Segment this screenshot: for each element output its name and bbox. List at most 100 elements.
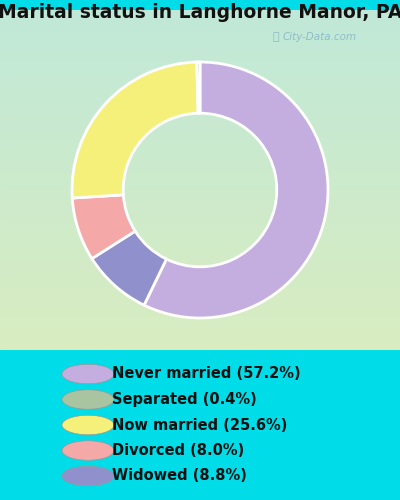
Bar xyxy=(0,170,400,172)
Bar xyxy=(0,253,400,255)
Bar xyxy=(0,260,400,262)
Circle shape xyxy=(62,441,114,460)
Bar xyxy=(0,334,400,336)
Bar xyxy=(0,320,400,321)
Bar xyxy=(0,200,400,202)
Bar xyxy=(0,224,400,226)
Bar xyxy=(0,44,400,46)
Bar xyxy=(0,151,400,153)
Bar xyxy=(0,184,400,185)
Bar xyxy=(0,282,400,284)
Bar xyxy=(0,134,400,136)
Bar xyxy=(0,62,400,64)
Bar xyxy=(0,241,400,243)
Bar xyxy=(0,187,400,188)
Bar xyxy=(0,228,400,230)
Bar xyxy=(0,210,400,212)
Bar xyxy=(0,66,400,68)
Bar xyxy=(0,197,400,198)
Bar xyxy=(0,216,400,218)
Bar xyxy=(0,71,400,73)
Bar xyxy=(0,22,400,24)
Circle shape xyxy=(62,466,114,486)
Text: Widowed (8.8%): Widowed (8.8%) xyxy=(112,468,247,483)
Bar xyxy=(0,262,400,264)
Bar xyxy=(0,78,400,80)
Bar xyxy=(0,328,400,330)
Bar xyxy=(0,112,400,114)
Circle shape xyxy=(62,415,114,434)
Text: Never married (57.2%): Never married (57.2%) xyxy=(112,366,301,382)
Bar xyxy=(0,17,400,18)
Bar xyxy=(0,292,400,294)
Wedge shape xyxy=(144,62,328,318)
Bar xyxy=(0,219,400,221)
Bar xyxy=(0,212,400,214)
Bar xyxy=(0,206,400,207)
Bar xyxy=(0,20,400,22)
Bar xyxy=(0,120,400,122)
Bar xyxy=(0,172,400,173)
Bar xyxy=(0,180,400,182)
Bar xyxy=(0,153,400,154)
Bar xyxy=(0,214,400,216)
Bar xyxy=(0,300,400,302)
Bar xyxy=(0,64,400,66)
Bar xyxy=(0,274,400,275)
Bar xyxy=(0,207,400,209)
Bar xyxy=(0,192,400,194)
Bar xyxy=(0,289,400,290)
Bar xyxy=(0,342,400,343)
Bar xyxy=(0,302,400,304)
Bar xyxy=(0,34,400,35)
Bar xyxy=(0,139,400,141)
Bar xyxy=(0,158,400,160)
Bar xyxy=(0,231,400,232)
Bar xyxy=(0,110,400,112)
Bar xyxy=(0,85,400,86)
Bar xyxy=(0,68,400,70)
Bar xyxy=(0,326,400,328)
Bar xyxy=(0,73,400,74)
Bar xyxy=(0,240,400,241)
Bar xyxy=(0,343,400,345)
Bar xyxy=(0,76,400,78)
Bar xyxy=(0,49,400,51)
Bar xyxy=(0,196,400,197)
Bar xyxy=(0,304,400,306)
Bar xyxy=(0,234,400,236)
Bar xyxy=(0,296,400,298)
Bar xyxy=(0,18,400,20)
Bar xyxy=(0,306,400,308)
Bar xyxy=(0,86,400,88)
Bar xyxy=(0,100,400,102)
Bar xyxy=(0,323,400,324)
Bar xyxy=(0,124,400,126)
Bar xyxy=(0,209,400,210)
Wedge shape xyxy=(197,62,200,113)
Bar xyxy=(0,265,400,266)
Bar xyxy=(0,286,400,287)
Bar xyxy=(0,104,400,105)
Bar xyxy=(0,46,400,48)
Bar xyxy=(0,340,400,342)
Bar xyxy=(0,37,400,39)
Bar xyxy=(0,348,400,350)
Bar xyxy=(0,252,400,253)
Text: ⓘ: ⓘ xyxy=(273,32,279,42)
Bar xyxy=(0,52,400,54)
Bar xyxy=(0,277,400,278)
Bar xyxy=(0,175,400,176)
Bar xyxy=(0,61,400,62)
Bar xyxy=(0,321,400,323)
Bar xyxy=(0,56,400,58)
Bar xyxy=(0,10,400,12)
Bar xyxy=(0,51,400,52)
Bar xyxy=(0,15,400,17)
Bar xyxy=(0,26,400,27)
Bar xyxy=(0,130,400,132)
Bar xyxy=(0,278,400,280)
Bar xyxy=(0,144,400,146)
Bar xyxy=(0,107,400,108)
Bar xyxy=(0,287,400,289)
